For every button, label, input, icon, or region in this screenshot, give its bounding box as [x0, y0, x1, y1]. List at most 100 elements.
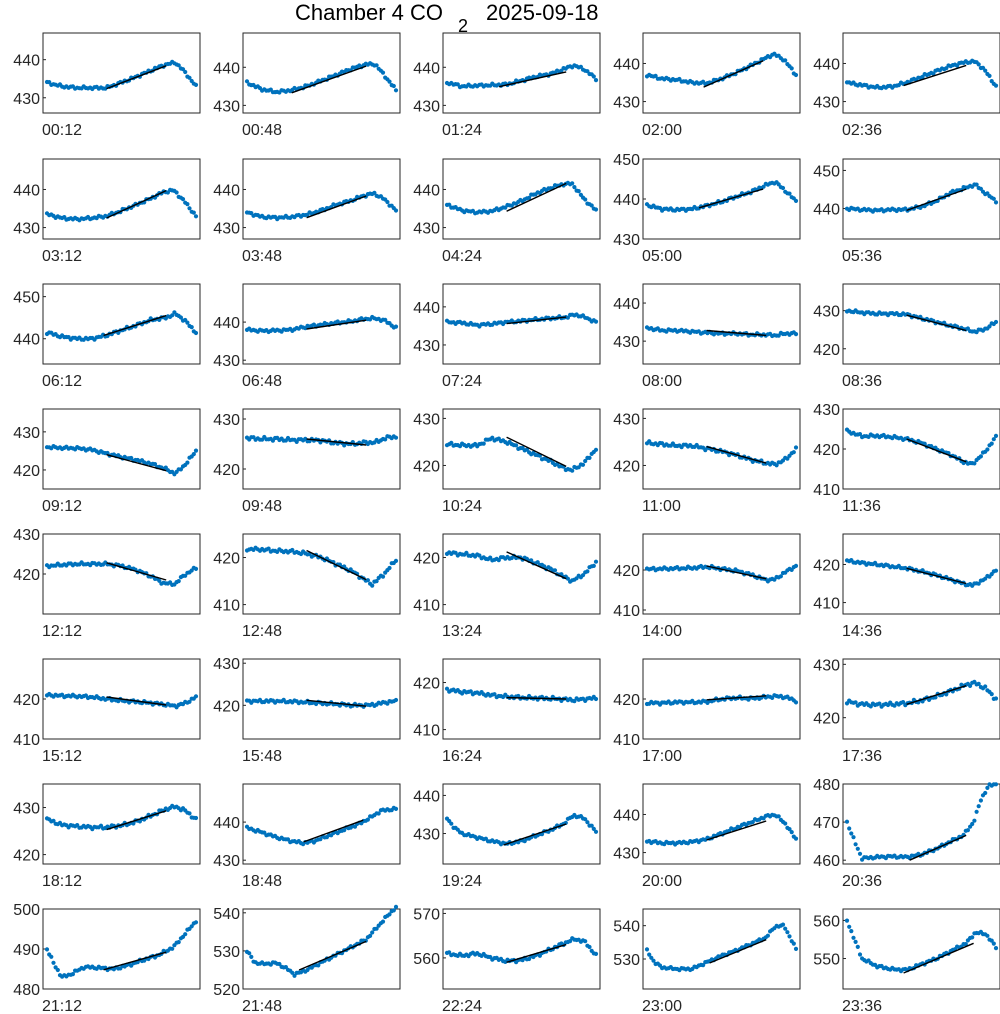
- y-tick-label: 440: [613, 296, 640, 313]
- data-point: [972, 818, 977, 823]
- y-tick-label: 430: [413, 221, 440, 238]
- panel-axes: [42, 32, 201, 114]
- data-point: [180, 197, 186, 202]
- fit-line: [698, 188, 764, 209]
- data-point: [851, 835, 856, 840]
- y-tick-label: 420: [813, 711, 840, 728]
- y-tick-label: 430: [13, 425, 40, 442]
- y-tick-label: 440: [613, 192, 640, 209]
- data-point: [185, 320, 190, 325]
- y-tick-label: 420: [613, 692, 640, 709]
- panel-time-label: 11:00: [642, 498, 681, 515]
- data-point: [991, 437, 996, 442]
- data-point: [468, 689, 473, 694]
- data-point: [991, 196, 996, 201]
- data-point: [857, 952, 863, 957]
- fit-line: [506, 943, 567, 963]
- fit-line: [306, 699, 367, 707]
- panel-axes: [642, 158, 801, 240]
- data-point: [877, 701, 882, 706]
- panel-0236: 430 440 02:36: [813, 32, 1000, 139]
- panel-1924: 430 440 19:24: [413, 783, 601, 890]
- data-point: [178, 467, 183, 472]
- y-tick-label: 440: [813, 56, 840, 73]
- fit-line: [903, 64, 967, 87]
- fit-line: [298, 940, 367, 971]
- y-tick-label: 440: [613, 56, 640, 73]
- fit-line: [709, 939, 767, 964]
- y-tick-label: 440: [213, 182, 240, 199]
- data-point: [787, 934, 792, 939]
- panel-axes: [42, 158, 201, 240]
- data-point: [793, 72, 799, 78]
- data-point: [970, 821, 975, 827]
- data-point: [587, 455, 592, 460]
- panel-time-label: 08:36: [842, 373, 882, 390]
- data-point: [844, 918, 850, 923]
- data-point: [193, 330, 199, 336]
- data-point: [189, 325, 194, 330]
- fit-line: [306, 195, 367, 219]
- data-point: [292, 973, 297, 978]
- y-tick-label: 420: [213, 551, 240, 568]
- y-tick-label: 440: [13, 182, 40, 199]
- data-point: [157, 578, 162, 583]
- data-point: [593, 207, 599, 212]
- fit-line: [106, 189, 167, 219]
- fit-line: [506, 551, 567, 580]
- data-point: [247, 951, 252, 956]
- panel-1736: 420 430 17:36: [813, 657, 1000, 765]
- data-point: [985, 933, 990, 938]
- data-point: [316, 963, 321, 968]
- data-point: [393, 806, 399, 812]
- panel-grid: 43044000:1243044000:4843044001:244304400…: [13, 32, 1000, 1014]
- y-tick-label: 420: [13, 848, 40, 865]
- fit-line: [906, 685, 967, 705]
- fit-line: [506, 696, 567, 700]
- data-point: [193, 566, 199, 572]
- data-point: [983, 790, 988, 796]
- data-point: [849, 831, 854, 836]
- data-point: [761, 184, 766, 189]
- data-point: [593, 319, 599, 324]
- data-point: [189, 924, 194, 929]
- panel-2000: 430 440 20:00: [613, 783, 801, 890]
- data-point: [170, 313, 175, 318]
- y-tick-label: 430: [213, 412, 240, 429]
- data-point: [376, 811, 381, 816]
- panel-axes: [242, 408, 401, 490]
- y-tick-label: 420: [13, 567, 40, 584]
- data-point: [583, 197, 588, 202]
- data-point: [193, 82, 199, 87]
- y-tick-label: 450: [613, 152, 640, 169]
- data-point: [244, 79, 250, 84]
- fit-line: [291, 65, 367, 94]
- data-point: [901, 700, 906, 705]
- data-point: [372, 190, 377, 195]
- data-point: [789, 830, 794, 835]
- data-point: [580, 573, 586, 578]
- data-point: [993, 782, 999, 787]
- data-point: [989, 441, 994, 446]
- fit-line: [306, 319, 367, 330]
- data-point: [963, 942, 968, 947]
- panel-axes: [442, 158, 601, 240]
- figure-title: Chamber 4 CO: [295, 0, 443, 25]
- data-point: [589, 203, 594, 208]
- panel-time-label: 20:36: [842, 873, 882, 890]
- data-point: [393, 697, 399, 703]
- panel-0612: 440 450 06:12: [13, 283, 201, 390]
- data-point: [974, 182, 979, 187]
- panel-1812: 420 430 18:12: [13, 783, 201, 890]
- data-point: [591, 563, 596, 569]
- panel-axes: [642, 908, 801, 990]
- data-point: [444, 686, 450, 691]
- panel-0536: 440 450 05:36: [813, 158, 1000, 265]
- fit-line: [906, 438, 967, 463]
- panel-time-label: 10:24: [442, 498, 482, 515]
- data-point: [855, 944, 860, 950]
- data-point: [593, 696, 599, 702]
- panel-axes: [242, 533, 401, 615]
- panel-time-label: 11:36: [842, 498, 881, 515]
- data-point: [193, 694, 199, 699]
